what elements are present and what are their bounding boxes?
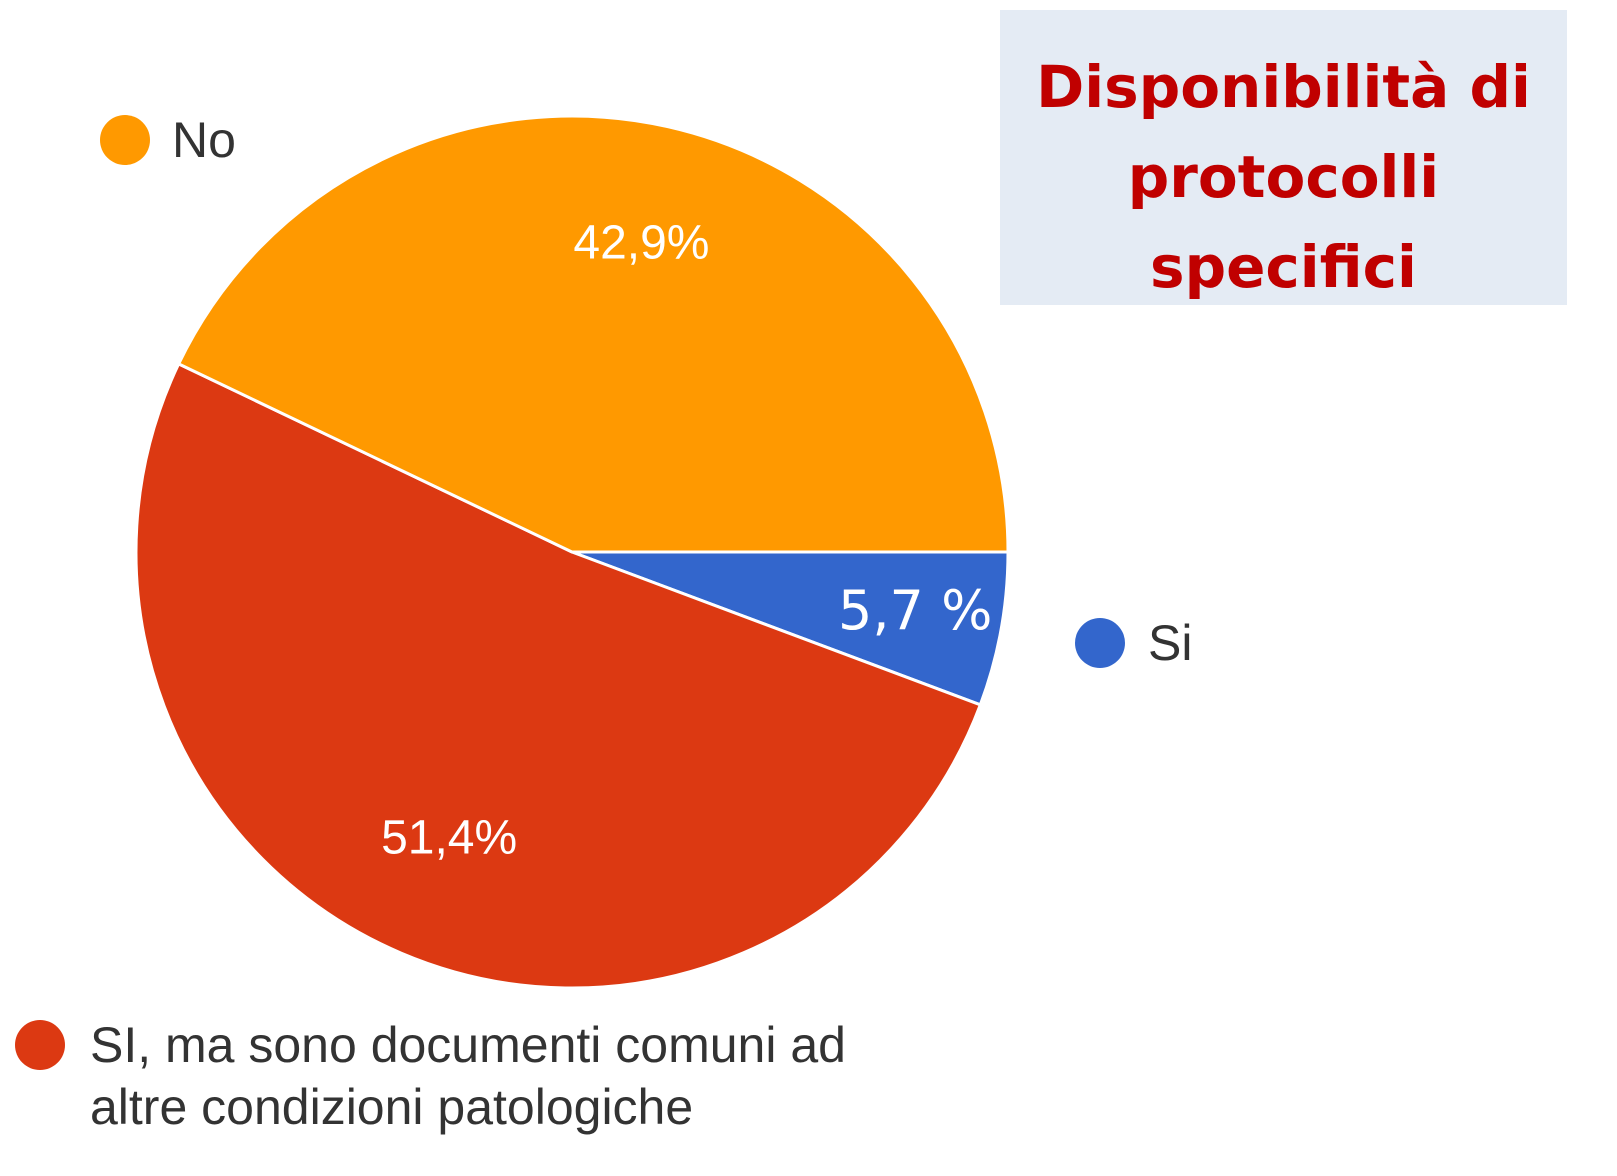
value-label: 42,9% xyxy=(573,217,709,270)
legend-marker xyxy=(15,1020,65,1070)
legend-marker xyxy=(100,115,150,165)
pie-slice xyxy=(176,114,1010,554)
legend-marker xyxy=(1075,618,1125,668)
pie-slice xyxy=(134,361,983,990)
value-label: 51,4% xyxy=(381,812,517,865)
legend-label: Si xyxy=(1148,615,1193,671)
legend-label: SI, ma sono documenti comuni ad altre co… xyxy=(90,1017,846,1135)
value-label: 5,7 % xyxy=(838,579,992,642)
legend-label: No xyxy=(172,112,236,168)
chart-title: Disponibilità di protocolli specifici xyxy=(1000,10,1567,305)
pie-slice xyxy=(571,550,1010,707)
